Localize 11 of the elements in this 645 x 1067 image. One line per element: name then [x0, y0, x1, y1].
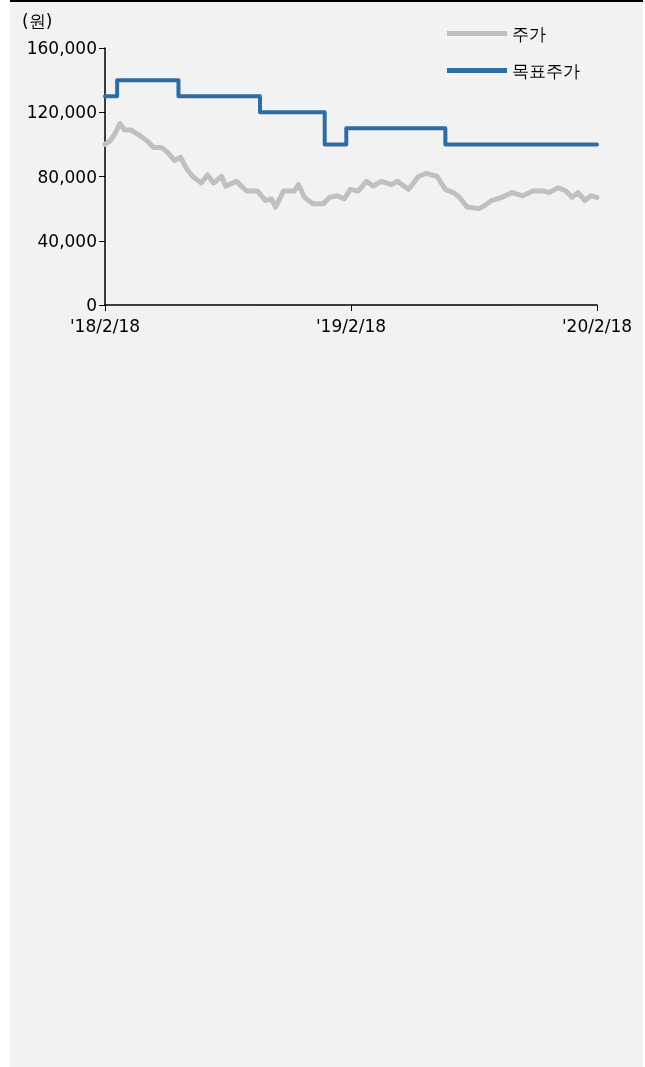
- x-tick-label: '18/2/18: [69, 315, 141, 336]
- y-tick-label: 160,000: [26, 38, 97, 58]
- y-tick-label: 0: [86, 295, 97, 315]
- y-axis-title: (원): [22, 10, 53, 31]
- legend-label: 주가: [512, 23, 546, 44]
- y-tick-label: 80,000: [37, 166, 97, 187]
- legend-label: 목표주가: [512, 60, 580, 81]
- y-tick-label: 120,000: [26, 102, 97, 123]
- x-tick-label: '19/2/18: [315, 315, 387, 336]
- y-tick-label: 40,000: [37, 230, 97, 251]
- x-tick-label: '20/2/18: [561, 315, 633, 336]
